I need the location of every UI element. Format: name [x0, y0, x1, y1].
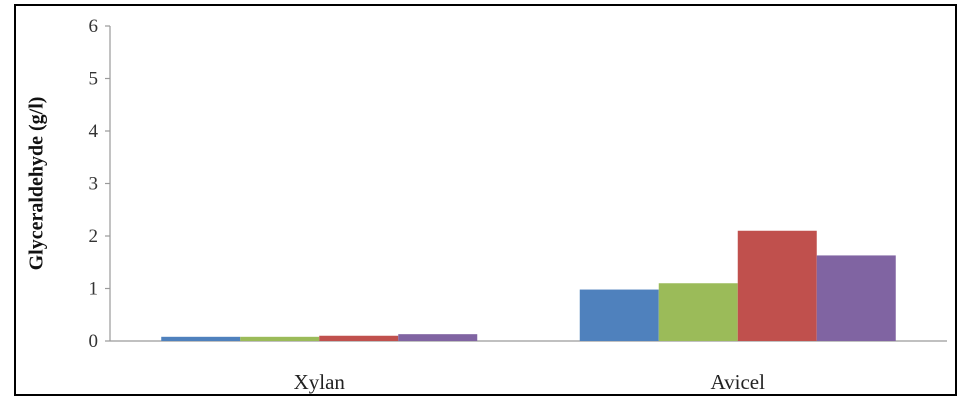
y-axis: 0 1 2 3 4 5 6	[89, 16, 111, 352]
y-tick-label: 5	[89, 69, 99, 90]
bar-avicel-series-2	[658, 283, 738, 341]
x-category-label: Xylan	[294, 370, 346, 394]
bar-avicel-series-4	[816, 255, 896, 341]
y-tick-label: 0	[89, 331, 99, 352]
x-category-label: Avicel	[711, 370, 766, 394]
bar-xylan-series-2	[240, 336, 320, 341]
y-tick-label: 2	[89, 226, 99, 247]
bar-avicel-series-1	[579, 289, 659, 341]
bar-xylan-series-1	[161, 336, 241, 341]
bar-xylan-series-4	[398, 334, 478, 341]
chart-frame: 0 1 2 3 4 5 6 Xylan Avicel Glyceraldehyde (g/l)	[14, 4, 957, 396]
y-axis-title: Glyceraldehyde (g/l)	[26, 97, 48, 271]
y-tick-label: 6	[89, 16, 99, 37]
bar-avicel-series-3	[737, 230, 817, 341]
bars	[161, 230, 896, 341]
y-tick-label: 3	[89, 174, 99, 195]
glyceraldehyde-bar-chart: 0 1 2 3 4 5 6 Xylan Avicel Glyceraldehyde (g/l)	[26, 16, 947, 394]
y-tick-label: 4	[89, 121, 99, 142]
y-tick-label: 1	[89, 279, 99, 300]
x-axis: Xylan Avicel	[110, 340, 947, 394]
bar-xylan-series-3	[319, 335, 399, 341]
